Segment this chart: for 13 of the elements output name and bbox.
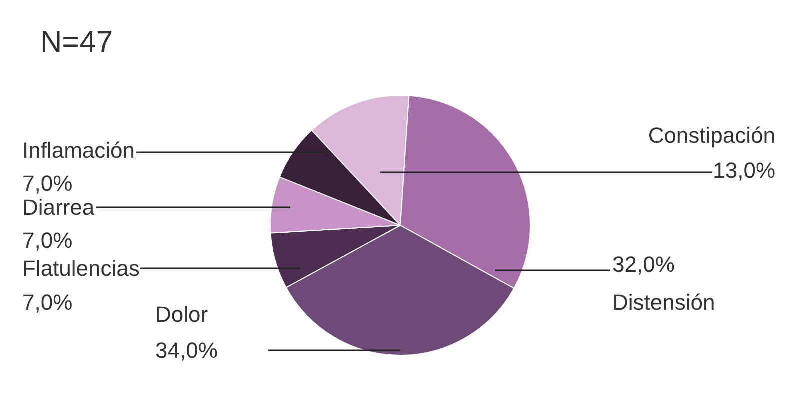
data-label: 7,0% — [22, 171, 73, 196]
slice-label: Diarrea — [22, 195, 96, 220]
data-label: 32,0% — [612, 252, 675, 277]
slice-label: Flatulencias — [22, 256, 140, 281]
slice-label: Distensión — [612, 290, 716, 315]
data-label: 13,0% — [713, 158, 776, 183]
slice-label: Constipación — [648, 123, 776, 148]
data-label: 34,0% — [156, 338, 218, 363]
data-label: 7,0% — [22, 228, 73, 253]
data-label: 7,0% — [22, 290, 73, 315]
slice-label: Dolor — [156, 302, 208, 327]
slice-label: Inflamación — [22, 138, 136, 163]
chart-title: N=47 — [40, 26, 114, 59]
